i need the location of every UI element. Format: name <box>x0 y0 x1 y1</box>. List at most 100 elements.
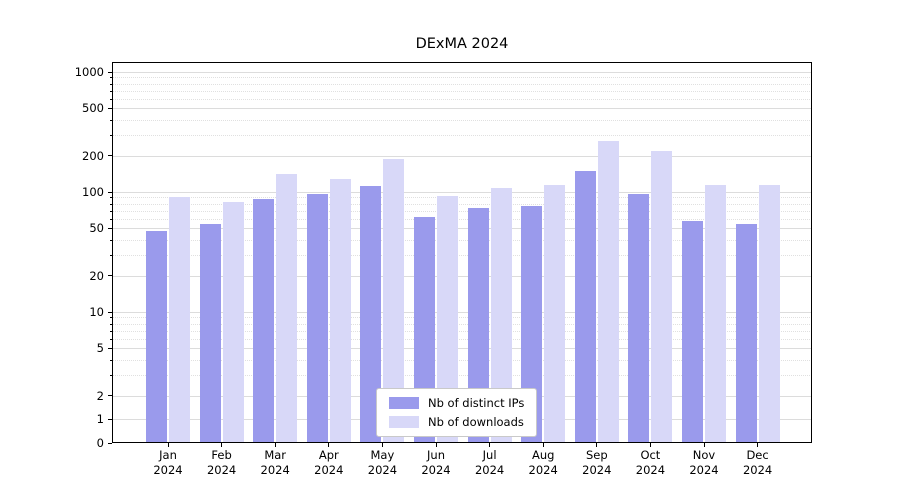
x-tick-mark <box>167 443 169 447</box>
x-tick-mark <box>542 443 544 447</box>
y-minor-tick-mark <box>109 338 112 340</box>
y-tick-label: 200 <box>82 148 104 163</box>
y-tick-mark <box>108 442 112 444</box>
gridline-minor <box>112 374 812 376</box>
y-tick-mark <box>108 347 112 349</box>
legend-swatch-downloads <box>389 416 419 428</box>
x-tick-label: Mar 2024 <box>260 448 290 477</box>
y-tick-mark <box>108 191 112 193</box>
x-tick-mark <box>274 443 276 447</box>
y-tick-mark <box>108 418 112 420</box>
gridline-minor <box>112 218 812 220</box>
x-tick-label: Nov 2024 <box>689 448 719 477</box>
legend-label-downloads: Nb of downloads <box>428 415 524 429</box>
y-minor-tick-mark <box>109 90 112 92</box>
gridline-major <box>112 275 812 277</box>
x-tick-mark <box>757 443 759 447</box>
bar-distinct-ips-sep <box>574 170 596 443</box>
x-tick-label: Jun 2024 <box>421 448 451 477</box>
x-tick-mark <box>489 443 491 447</box>
gridline-minor <box>112 98 812 100</box>
x-tick-mark <box>435 443 437 447</box>
x-tick-label: Oct 2024 <box>635 448 666 477</box>
y-tick-label: 1 <box>96 412 104 427</box>
bar-distinct-ips-jul <box>467 207 489 443</box>
bar-distinct-ips-mar <box>253 198 275 443</box>
gridline-minor <box>112 197 812 199</box>
y-tick-mark <box>108 71 112 73</box>
x-tick-label: Jul 2024 <box>474 448 505 477</box>
gridline-major <box>112 108 812 110</box>
y-tick-mark <box>108 227 112 229</box>
gridline-minor <box>112 239 812 241</box>
gridline-minor <box>112 134 812 136</box>
gridline-minor <box>112 338 812 340</box>
x-tick-mark <box>703 443 705 447</box>
chart-title: DExMA 2024 <box>415 36 509 52</box>
bar-downloads-jan <box>169 197 190 443</box>
bar-distinct-ips-jun <box>414 216 435 443</box>
y-tick-label: 0 <box>96 436 104 450</box>
gridline-minor <box>112 119 812 121</box>
y-tick-label: 2 <box>96 388 104 403</box>
x-tick-label: Jan 2024 <box>153 448 183 477</box>
y-minor-tick-mark <box>109 197 112 199</box>
legend-item-downloads: Nb of downloads <box>389 415 524 429</box>
x-tick-label: Apr 2024 <box>314 448 344 477</box>
y-tick-label: 50 <box>89 221 104 236</box>
y-minor-tick-mark <box>109 83 112 85</box>
bar-downloads-apr <box>329 179 351 443</box>
y-minor-tick-mark <box>109 210 112 212</box>
y-minor-tick-mark <box>109 203 112 205</box>
bar-downloads-jun <box>437 195 458 443</box>
x-tick-mark <box>328 443 330 447</box>
bar-downloads-aug <box>544 184 566 443</box>
bar-distinct-ips-nov <box>682 221 703 443</box>
bar-distinct-ips-feb <box>199 224 221 443</box>
y-tick-label: 100 <box>82 185 104 199</box>
x-tick-label: Dec 2024 <box>742 448 773 477</box>
gridline-minor <box>112 203 812 205</box>
gridline-major <box>112 228 812 230</box>
y-minor-tick-mark <box>109 134 112 136</box>
legend-swatch-distinct-ips <box>389 397 419 409</box>
x-tick-mark <box>221 443 223 447</box>
bar-downloads-oct <box>651 150 673 443</box>
gridline-minor <box>112 323 812 325</box>
x-tick-label: May 2024 <box>367 448 398 477</box>
legend-item-distinct-ips: Nb of distinct IPs <box>389 396 524 410</box>
bar-distinct-ips-aug <box>521 205 543 443</box>
legend-label-distinct-ips: Nb of distinct IPs <box>428 396 525 410</box>
bar-downloads-feb <box>222 202 244 443</box>
bars-layer <box>112 62 812 443</box>
bar-downloads-may <box>383 158 405 443</box>
x-tick-label: Feb 2024 <box>206 448 237 477</box>
y-tick-label: 5 <box>96 341 104 356</box>
bar-downloads-mar <box>276 174 298 443</box>
y-minor-tick-mark <box>109 98 112 100</box>
bar-downloads-nov <box>705 184 726 443</box>
gridline-major <box>112 72 812 73</box>
y-minor-tick-mark <box>109 330 112 332</box>
x-tick-mark <box>381 443 383 447</box>
bar-downloads-jul <box>490 187 512 443</box>
y-tick-label: 1000 <box>74 65 104 79</box>
gridline-minor <box>112 210 812 212</box>
y-minor-tick-mark <box>109 77 112 79</box>
plot-area: Nb of distinct IPs Nb of downloads <box>112 62 812 443</box>
y-minor-tick-mark <box>109 374 112 376</box>
x-tick-label: Sep 2024 <box>582 448 612 477</box>
gridline-major <box>112 155 812 157</box>
bar-distinct-ips-oct <box>628 194 650 443</box>
y-minor-tick-mark <box>109 317 112 319</box>
gridline-major <box>112 192 812 193</box>
y-minor-tick-mark <box>109 323 112 325</box>
bar-downloads-dec <box>758 184 780 443</box>
gridline-minor <box>112 330 812 332</box>
y-tick-mark <box>108 107 112 109</box>
x-tick-mark <box>649 443 651 447</box>
bar-distinct-ips-apr <box>306 194 328 443</box>
bar-distinct-ips-may <box>360 185 382 443</box>
x-tick-label: Aug 2024 <box>528 448 558 477</box>
